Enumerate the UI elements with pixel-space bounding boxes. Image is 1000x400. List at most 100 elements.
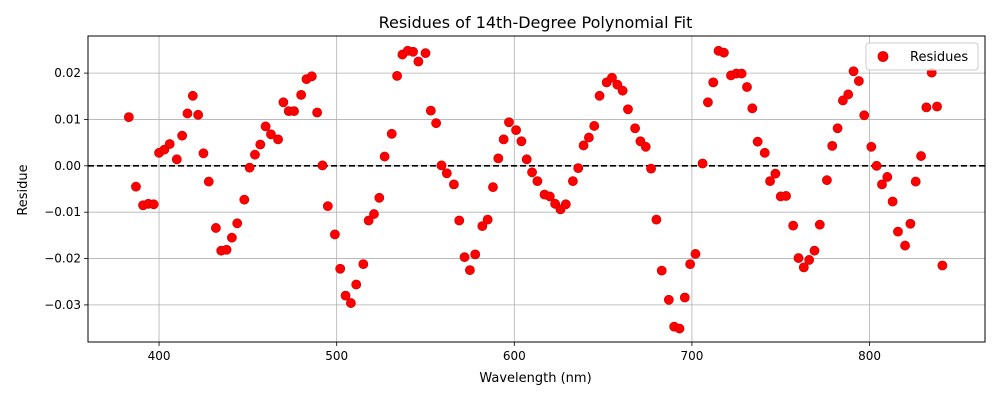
data-point: [793, 253, 804, 263]
data-point: [708, 77, 719, 88]
data-point: [193, 109, 204, 120]
data-point: [877, 179, 887, 190]
data-point: [656, 265, 667, 276]
data-points: [123, 45, 948, 334]
data-point: [623, 104, 633, 115]
data-point: [226, 232, 237, 243]
data-point: [431, 118, 442, 129]
data-point: [679, 292, 690, 303]
data-point: [589, 121, 600, 131]
x-axis-title: Wavelength (nm): [479, 371, 591, 386]
data-point: [250, 149, 260, 160]
data-point: [464, 265, 475, 276]
data-point: [607, 72, 617, 83]
data-point: [511, 125, 521, 136]
data-point: [317, 160, 328, 171]
data-point: [827, 140, 838, 151]
data-point: [351, 279, 362, 290]
data-point: [177, 130, 188, 141]
data-point: [340, 290, 351, 301]
x-tick-label: 800: [858, 349, 881, 363]
data-point: [171, 154, 182, 165]
data-point: [198, 148, 209, 159]
data-point: [244, 162, 255, 173]
x-tick-label: 500: [325, 349, 348, 363]
data-point: [131, 181, 141, 192]
data-point: [690, 249, 701, 259]
data-point: [273, 134, 283, 145]
data-point: [905, 218, 916, 229]
data-point: [493, 153, 504, 164]
data-point: [560, 199, 571, 210]
data-point: [488, 182, 498, 193]
data-point: [266, 129, 276, 140]
data-point: [663, 294, 674, 305]
data-point: [504, 117, 514, 128]
data-point: [578, 140, 589, 151]
data-point: [594, 90, 605, 101]
data-point: [482, 214, 493, 225]
data-point: [742, 82, 752, 92]
data-point: [871, 160, 882, 171]
data-point: [527, 167, 537, 178]
data-point: [583, 132, 594, 143]
data-point: [759, 147, 770, 158]
data-point: [770, 168, 781, 179]
data-point: [747, 103, 758, 114]
data-point: [640, 141, 651, 152]
data-point: [848, 66, 859, 77]
data-point: [187, 90, 198, 101]
data-point: [210, 223, 221, 233]
data-point: [392, 70, 402, 81]
data-point: [358, 259, 369, 270]
data-point: [369, 209, 379, 219]
data-point: [822, 175, 832, 186]
data-point: [804, 255, 815, 265]
data-point: [568, 176, 578, 187]
y-axis-title: Residue: [16, 164, 31, 215]
data-point: [459, 252, 470, 263]
data-point: [617, 85, 628, 96]
data-point: [521, 154, 532, 165]
data-point: [916, 151, 926, 161]
x-tick-label: 600: [503, 349, 526, 363]
data-point: [685, 259, 696, 270]
y-tick-label: −0.01: [44, 205, 81, 219]
y-tick-label: 0.01: [54, 112, 81, 126]
data-point: [278, 97, 289, 108]
data-point: [449, 179, 459, 190]
data-point: [386, 128, 397, 139]
data-point: [454, 215, 465, 226]
data-point: [239, 194, 250, 205]
data-point: [420, 48, 431, 59]
data-point: [765, 176, 775, 187]
data-point: [164, 139, 175, 149]
data-point: [296, 89, 307, 100]
data-point: [882, 172, 893, 182]
data-point: [379, 151, 390, 162]
data-point: [752, 136, 763, 147]
data-point: [203, 176, 214, 187]
plot-frame: [87, 35, 986, 343]
data-point: [182, 108, 193, 119]
y-tick-label: 0.00: [54, 159, 81, 173]
data-point: [843, 89, 854, 100]
data-point: [674, 323, 685, 334]
data-point: [312, 107, 323, 118]
data-point: [736, 68, 747, 79]
legend-marker: [877, 51, 889, 62]
data-point: [255, 139, 266, 150]
data-point: [573, 163, 584, 174]
y-tick-label: −0.03: [44, 298, 81, 312]
data-point: [887, 196, 898, 207]
data-point: [123, 112, 134, 123]
data-point: [703, 97, 713, 108]
data-point: [893, 226, 903, 237]
data-point: [477, 221, 488, 231]
data-point: [289, 106, 299, 117]
x-tick-label: 400: [148, 349, 171, 363]
x-axis-ticks: 400 500 600 700 800: [148, 342, 881, 363]
data-point: [232, 218, 243, 229]
data-point: [363, 215, 374, 226]
